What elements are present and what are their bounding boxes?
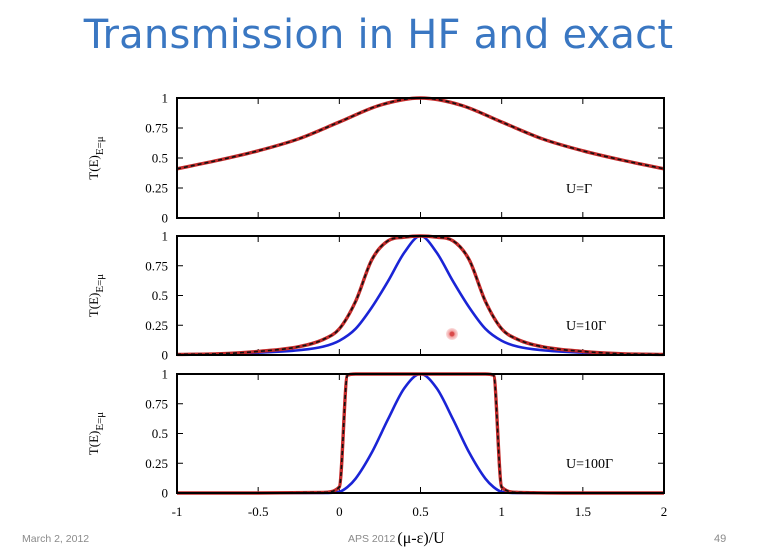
y-tick-label: 0.75: [145, 396, 168, 411]
hf-curve: [176, 97, 665, 170]
panel-frame: [176, 373, 665, 494]
y-tick-label: 0.75: [145, 258, 168, 273]
y-axis-label: T(E)E=μ: [86, 136, 106, 179]
exact-curve: [176, 372, 664, 495]
y-axis-label: T(E)E=μ: [86, 412, 106, 455]
x-tick-label: 2: [661, 504, 668, 519]
footer-conference: APS 2012: [348, 533, 396, 545]
blue-curve: [176, 372, 664, 495]
y-tick-label: 0: [162, 211, 169, 226]
panel-label: U=10Γ: [566, 319, 606, 334]
y-tick-label: 0.5: [152, 151, 168, 166]
blue-curve: [176, 234, 665, 356]
y-axis-label: T(E)E=μ: [86, 274, 106, 317]
x-tick-label: 0.5: [412, 504, 428, 519]
blue-curve: [176, 96, 665, 171]
y-tick-label: 0.25: [145, 181, 168, 196]
y-tick-label: 1: [162, 229, 169, 244]
exact-curve: [176, 96, 665, 171]
panel-frame: [176, 97, 665, 219]
x-tick-label: -0.5: [248, 504, 269, 519]
hf-curve: [176, 373, 664, 494]
y-tick-label: 0.5: [152, 288, 168, 303]
x-tick-label: 0: [336, 504, 343, 519]
y-tick-label: 0.25: [145, 456, 168, 471]
x-tick-label: -1: [172, 504, 183, 519]
panel-label: U=Γ: [566, 182, 592, 197]
y-tick-label: 1: [162, 91, 169, 106]
laser-pointer-dot: [446, 328, 458, 340]
panel-frame: [176, 235, 665, 356]
slide-title: Transmission in HF and exact: [83, 12, 674, 58]
y-tick-label: 1: [162, 367, 169, 382]
y-tick-label: 0: [162, 348, 169, 363]
y-tick-label: 0: [162, 486, 169, 501]
x-tick-label: 1.5: [575, 504, 591, 519]
y-tick-label: 0.25: [145, 318, 168, 333]
y-tick-label: 0.75: [145, 121, 168, 136]
y-tick-label: 0.5: [152, 426, 168, 441]
hf-curve: [176, 235, 665, 356]
footer-date: March 2, 2012: [22, 533, 90, 545]
x-axis-label: (μ-ε)/U: [397, 530, 445, 547]
panel-label: U=100Γ: [566, 457, 613, 472]
page-number: 49: [714, 533, 727, 545]
x-tick-label: 1: [498, 504, 505, 519]
exact-curve: [176, 234, 665, 357]
